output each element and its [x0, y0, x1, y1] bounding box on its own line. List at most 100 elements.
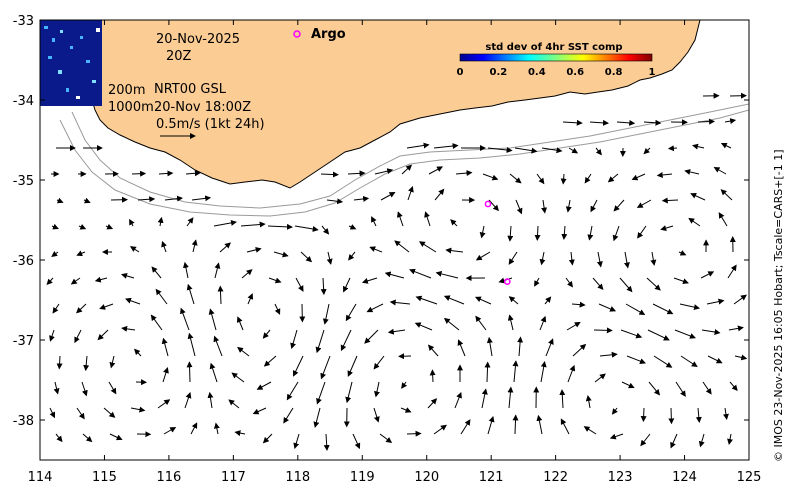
colorbar-tick-label: 0.2 [490, 67, 508, 78]
x-tick-label: 118 [285, 470, 310, 485]
current-vector [162, 367, 169, 383]
product-label: NRT00 GSL [154, 82, 227, 97]
land-mass [40, 20, 701, 189]
x-tick-label: 119 [350, 470, 375, 485]
current-vector [509, 173, 522, 184]
y-axis-ticks: -33 -34 -35 -36 -37 -38 [13, 14, 749, 429]
current-vector [595, 147, 602, 156]
current-vector [596, 251, 603, 268]
colorbar-tick-label: 0.8 [605, 67, 623, 78]
current-vector [320, 171, 339, 178]
current-vector [675, 381, 686, 397]
current-vector [228, 399, 240, 409]
current-vector [217, 285, 224, 305]
current-vector [593, 327, 613, 334]
current-vector [598, 303, 617, 312]
argo-float-marker [484, 200, 492, 208]
current-vector [121, 325, 136, 332]
current-vector [158, 170, 174, 177]
contour-1000m [59, 109, 749, 217]
current-vector [599, 351, 618, 358]
y-tick-label: -34 [13, 94, 34, 109]
current-vector [207, 391, 214, 409]
current-vector [161, 240, 167, 253]
contour-1000-label: 1000m [108, 100, 154, 115]
colorbar [459, 53, 653, 62]
current-vector [373, 355, 385, 370]
current-vector [692, 143, 705, 150]
current-vector [585, 395, 592, 409]
current-vector [373, 407, 380, 423]
current-vector [129, 218, 135, 227]
current-vector [631, 173, 646, 181]
current-vector [621, 381, 635, 389]
current-vector [51, 251, 59, 257]
argo-float-marker [503, 278, 511, 285]
current-vector [559, 389, 566, 409]
current-vector [434, 188, 445, 201]
current-vector [219, 242, 231, 253]
x-tick-label: 121 [479, 470, 504, 485]
current-vector [343, 277, 351, 293]
argo-legend-marker [293, 30, 301, 38]
current-vector [49, 329, 55, 342]
current-vector [667, 145, 678, 152]
current-vector [164, 195, 183, 202]
current-vector [646, 277, 661, 291]
current-vector [728, 325, 744, 332]
current-vector [592, 277, 604, 290]
current-vector [326, 251, 333, 265]
current-vector [424, 211, 431, 227]
colorbar-tick-label: 0.4 [528, 67, 546, 78]
current-vector [231, 372, 245, 383]
current-vector [74, 329, 82, 344]
current-vector [105, 223, 114, 230]
current-vector [366, 303, 384, 313]
current-vector [702, 381, 712, 395]
current-vector [701, 329, 721, 335]
current-vector [433, 424, 447, 435]
current-vector [474, 296, 492, 305]
current-vector [401, 164, 413, 175]
current-vector [389, 299, 411, 306]
current-vector [380, 192, 396, 201]
current-vector [668, 407, 675, 425]
current-vector [361, 277, 378, 284]
current-vector [415, 295, 438, 305]
current-vector [512, 360, 519, 383]
y-tick-label: -37 [13, 334, 34, 349]
current-vector [161, 337, 169, 357]
current-vector [51, 223, 59, 230]
current-vector [626, 355, 646, 364]
current-vector [445, 247, 464, 254]
current-vector [371, 216, 377, 227]
current-vector [274, 303, 281, 315]
current-vector [727, 264, 737, 279]
current-vector [688, 217, 701, 227]
current-vector [698, 433, 705, 448]
current-vector [409, 268, 432, 279]
current-vector [690, 193, 706, 201]
current-vector [648, 381, 661, 396]
current-vector [347, 170, 366, 177]
current-vector [180, 307, 190, 331]
current-vector [137, 196, 156, 203]
current-vector [394, 240, 410, 253]
current-vector [680, 355, 698, 368]
current-vector [653, 355, 673, 368]
time-label: 20Z [166, 49, 192, 64]
current-vector [99, 303, 114, 310]
current-vector [560, 173, 567, 185]
current-vector [157, 399, 171, 409]
current-vector [268, 277, 282, 284]
current-vector [401, 381, 408, 389]
current-vector [163, 427, 177, 435]
current-vector [571, 301, 586, 308]
current-vector [70, 277, 81, 285]
current-vector [536, 414, 543, 435]
current-vector [545, 338, 554, 357]
current-vector [322, 303, 330, 325]
date-label: 20-Nov-2025 [156, 32, 240, 47]
current-vector [517, 336, 524, 357]
current-vector [650, 251, 657, 266]
